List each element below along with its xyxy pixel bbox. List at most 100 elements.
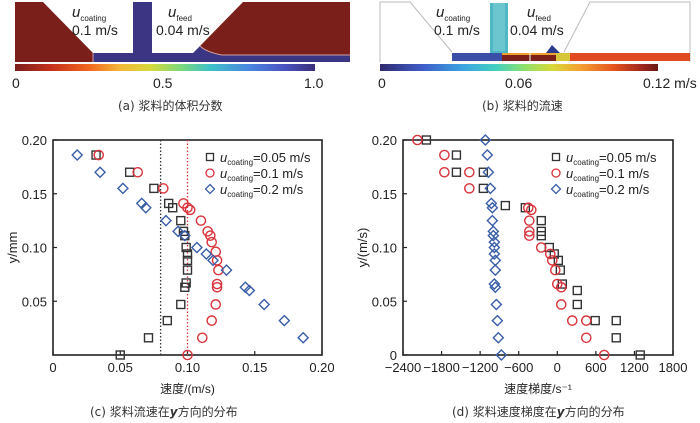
- data-point-circle: [205, 230, 216, 241]
- x-tick-label: 600: [585, 360, 607, 375]
- data-point-diamond: [243, 284, 256, 297]
- colorbar-b: [380, 64, 658, 71]
- data-point-circle: [206, 236, 218, 248]
- u-coating-value-a: 0.1 m/s: [72, 22, 118, 38]
- u-coating-label-b: ucoating: [436, 4, 470, 27]
- data-point-circle: [412, 134, 423, 146]
- y-tick-label: 0.10: [22, 241, 47, 256]
- y-tick-label: 0.15: [22, 187, 47, 202]
- data-point-circle: [555, 299, 567, 310]
- data-point-circle: [132, 166, 144, 178]
- x-tick-label: 0.10: [175, 360, 200, 375]
- data-point-circle: [195, 215, 207, 226]
- caption-d-post: 方向的分布: [564, 405, 625, 419]
- data-point-circle: [439, 166, 450, 178]
- data-point-square: [572, 299, 582, 310]
- x-tick-label: −1800: [423, 360, 460, 375]
- legend-marker-circle: [551, 168, 561, 178]
- data-point-square: [536, 230, 546, 241]
- y-tick-label: 0.05: [22, 294, 47, 309]
- data-point-diamond: [207, 254, 220, 267]
- data-point-square: [180, 230, 190, 241]
- data-point-circle: [184, 204, 196, 216]
- y-axis-label: y/(m/s): [355, 228, 370, 268]
- u-symbol: u: [527, 4, 536, 21]
- data-point-square: [500, 200, 511, 211]
- x-tick-label: 1800: [659, 360, 688, 375]
- y-tick-label: 0.10: [372, 241, 397, 256]
- data-point-diamond: [479, 134, 492, 146]
- data-point-diamond: [220, 264, 233, 277]
- caption-c-post: 方向的分布: [177, 405, 238, 419]
- data-point-diamond: [481, 149, 494, 162]
- data-point-circle: [213, 264, 224, 276]
- u-symbol: u: [72, 4, 81, 21]
- y-tick-label: 0.20: [372, 133, 397, 148]
- x-axis-label: 速度梯度/s⁻¹: [504, 381, 572, 396]
- data-point-diamond: [488, 278, 501, 291]
- data-point-square: [478, 167, 489, 177]
- data-point-circle: [580, 332, 592, 344]
- data-point-diamond: [490, 298, 503, 311]
- legend-entry: ucoating=0.05 m/s: [566, 150, 657, 167]
- data-point-square: [555, 265, 566, 275]
- caption-c-var: y: [169, 405, 178, 419]
- data-point-diamond: [297, 331, 310, 344]
- data-point-square: [149, 183, 159, 194]
- data-point-circle: [182, 349, 193, 361]
- data-point-diamond: [258, 298, 271, 311]
- legend-marker-diamond: [204, 183, 216, 195]
- data-point-diamond: [178, 229, 191, 242]
- data-point-diamond: [278, 314, 291, 327]
- y-tick-label: 0: [390, 348, 397, 363]
- data-point-square: [451, 150, 462, 160]
- y-tick-label: 0.20: [22, 133, 47, 148]
- data-point-square: [478, 183, 489, 194]
- u-coating-value-b: 0.1 m/s: [434, 22, 480, 38]
- u-subscript: feed: [535, 13, 551, 23]
- data-point-diamond: [190, 241, 203, 254]
- data-point-diamond: [486, 214, 499, 227]
- data-point-square: [451, 167, 462, 177]
- caption-d-var: y: [556, 405, 565, 419]
- data-point-square: [180, 282, 190, 292]
- data-point-circle: [526, 204, 537, 216]
- data-point-diamond: [491, 314, 504, 327]
- data-point-diamond: [139, 201, 152, 214]
- x-tick-label: −1200: [462, 360, 499, 375]
- u-subscript: feed: [176, 13, 192, 23]
- data-point-circle: [524, 230, 535, 241]
- caption-d-pre: (d) 浆料速度梯度在: [452, 405, 557, 419]
- data-point-circle: [464, 166, 475, 178]
- data-point-circle: [524, 226, 535, 237]
- legend-marker-diamond: [550, 183, 562, 195]
- velocity-field: [379, 1, 691, 62]
- data-point-diamond: [489, 281, 502, 294]
- x-tick-label: 0.20: [309, 360, 334, 375]
- chart-velocity-gradient-distribution: −2400 −1800 −1200 −600 0 600 1200 1800 0 0.05 0.10…: [355, 133, 688, 396]
- data-point-circle: [546, 255, 558, 266]
- u-symbol: u: [168, 4, 177, 21]
- data-point-circle: [93, 149, 105, 161]
- data-point-diamond: [489, 264, 502, 277]
- caption-c-pre: (c) 浆料流速在: [90, 405, 170, 419]
- x-tick-label: 0: [554, 360, 561, 375]
- legend-marker-square: [551, 152, 561, 162]
- data-point-square: [143, 333, 154, 343]
- y-tick-label: 0.05: [372, 294, 397, 309]
- data-point-diamond: [71, 149, 84, 162]
- colorbar-a-max: 1.0: [304, 75, 324, 91]
- data-point-square: [91, 150, 101, 160]
- data-point-diamond: [485, 197, 498, 210]
- colorbar-a-min: 0: [12, 75, 20, 91]
- data-point-square: [162, 315, 173, 326]
- data-point-square: [590, 315, 600, 326]
- data-point-square: [182, 265, 193, 275]
- colorbar-b-min: 0: [378, 75, 386, 91]
- data-point-diamond: [94, 166, 107, 179]
- data-point-square: [611, 333, 621, 343]
- data-point-diamond: [172, 225, 185, 238]
- data-point-square: [572, 285, 582, 296]
- data-point-square: [176, 299, 186, 310]
- legend-entry: ucoating=0.1 m/s: [220, 166, 304, 183]
